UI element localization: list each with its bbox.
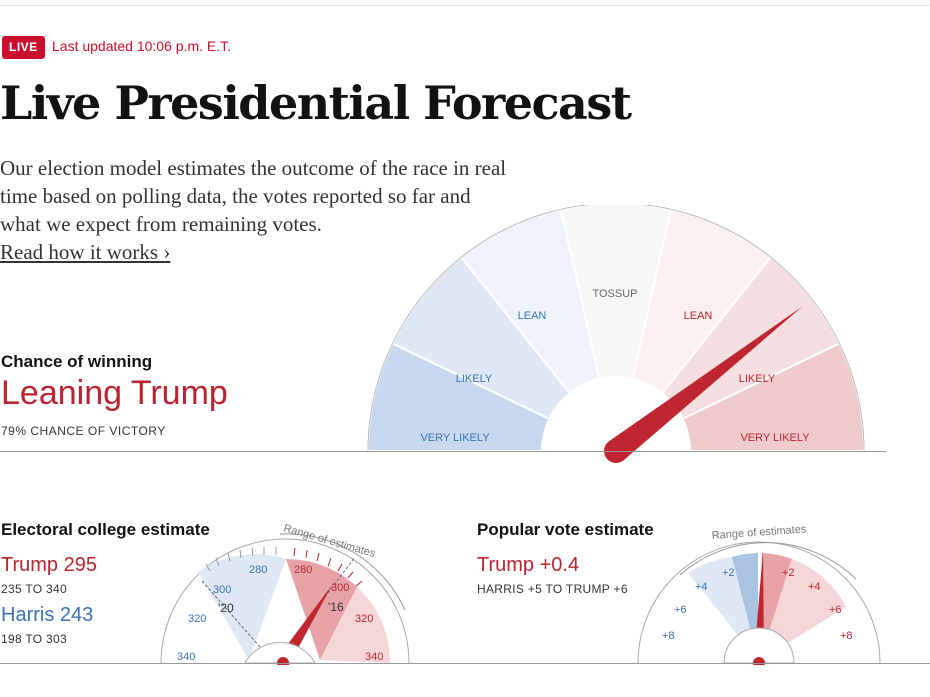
popular-tick-label-4-blue: +4 [695, 581, 708, 593]
chance-label: Chance of winning [1, 352, 153, 371]
gauge-label-lean-trump: LEAN [684, 310, 713, 322]
electoral-tick-label-320-red: 320 [355, 613, 373, 625]
electoral-tick [251, 547, 254, 557]
chance-gauge: VERY LIKELY LIKELY LEAN TOSSUP LEAN LIKE… [366, 205, 866, 463]
popular-range-arc [679, 542, 857, 580]
electoral-tick [305, 549, 308, 559]
electoral-range-caption: Range of estimates [282, 522, 377, 560]
electoral-harris: Harris 243 [1, 604, 94, 626]
popular-range: HARRIS +5 TO TRUMP +6 [477, 582, 628, 596]
popular-tick-label-2-blue: +2 [722, 567, 735, 579]
popular-trump: Trump +0.4 [477, 554, 580, 576]
main-baseline [0, 451, 886, 452]
electoral-tick [205, 563, 211, 572]
chance-subtext: 79% CHANCE OF VICTORY [1, 424, 166, 438]
electoral-marker-20: '20 [218, 601, 234, 615]
page-title: Live Presidential Forecast [0, 76, 632, 130]
gauge-outline [367, 205, 865, 452]
bottom-baseline [0, 663, 930, 664]
chance-value: Leaning Trump [1, 374, 228, 412]
gauge-label-very-likely-harris: VERY LIKELY [420, 432, 490, 444]
electoral-outline [160, 538, 410, 664]
gauge-label-likely-harris: LIKELY [456, 373, 493, 385]
electoral-tick-label-280-blue: 280 [249, 564, 267, 576]
electoral-ticks [205, 547, 277, 572]
popular-range-caption: Range of estimates [711, 523, 807, 542]
electoral-title: Electoral college estimate [1, 520, 210, 539]
popular-tick-label-8-blue: +8 [662, 630, 675, 642]
electoral-marker-16: '16 [328, 600, 344, 614]
electoral-trump: Trump 295 [1, 554, 97, 576]
electoral-tick-label-300-blue: 300 [213, 584, 231, 596]
electoral-harris-range: 198 TO 303 [1, 632, 67, 646]
popular-tick-label-8-red: +8 [840, 630, 853, 642]
popular-tick-label-6-blue: +6 [674, 604, 687, 616]
read-how-it-works-link[interactable]: Read how it works › [0, 240, 171, 264]
top-rule [0, 5, 930, 6]
gauge-segments [366, 205, 866, 452]
popular-tick-label-4-red: +4 [808, 581, 821, 593]
gauge-needle [608, 306, 803, 461]
gauge-label-very-likely-trump: VERY LIKELY [740, 432, 810, 444]
electoral-tick [293, 547, 296, 557]
intro-text: Our election model estimates the outcome… [0, 154, 510, 266]
electoral-tick [227, 552, 231, 562]
popular-title: Popular vote estimate [477, 520, 654, 539]
live-badge: LIVE [2, 36, 45, 59]
electoral-tick-label-340-red: 340 [365, 651, 383, 663]
popular-tick-label-6-red: +6 [829, 604, 842, 616]
electoral-tick [239, 549, 242, 559]
popular-outline [637, 541, 881, 664]
electoral-hub [244, 641, 316, 664]
gauge-label-tossup: TOSSUP [592, 288, 637, 300]
electoral-tick-label-320-blue: 320 [188, 613, 206, 625]
electoral-tick [327, 557, 332, 567]
popular-tick-label-2-red: +2 [782, 567, 795, 579]
electoral-tick-label-340-blue: 340 [177, 651, 195, 663]
electoral-trump-range: 235 TO 340 [1, 582, 67, 596]
electoral-tick [215, 557, 220, 567]
electoral-range-arc [279, 533, 406, 611]
electoral-blue-band [198, 554, 286, 660]
popular-gauge: +2 +4 +6 +8 +2 +4 +6 +8 Range of estimat… [637, 523, 881, 665]
electoral-tick [316, 552, 320, 562]
electoral-tick [337, 563, 343, 572]
electoral-red-band-dark [286, 558, 357, 660]
electoral-ticks-red [293, 547, 363, 587]
last-updated: Last updated 10:06 p.m. E.T. [52, 38, 232, 54]
popular-hub [723, 627, 795, 664]
electoral-tick [355, 580, 363, 587]
electoral-tick [347, 571, 354, 579]
intro-body: Our election model estimates the outcome… [0, 156, 507, 236]
electoral-tick-label-280-red: 280 [294, 564, 312, 576]
electoral-marker-16-line [324, 556, 356, 598]
gauge-label-lean-harris: LEAN [518, 310, 547, 322]
popular-red-band-light [760, 559, 846, 660]
gauge-label-likely-trump: LIKELY [739, 373, 776, 385]
electoral-tick-label-300-red: 300 [331, 582, 349, 594]
electoral-gauge: 280 300 320 340 280 300 320 340 '20 '16 … [160, 522, 410, 665]
electoral-red-band-light [320, 587, 391, 663]
